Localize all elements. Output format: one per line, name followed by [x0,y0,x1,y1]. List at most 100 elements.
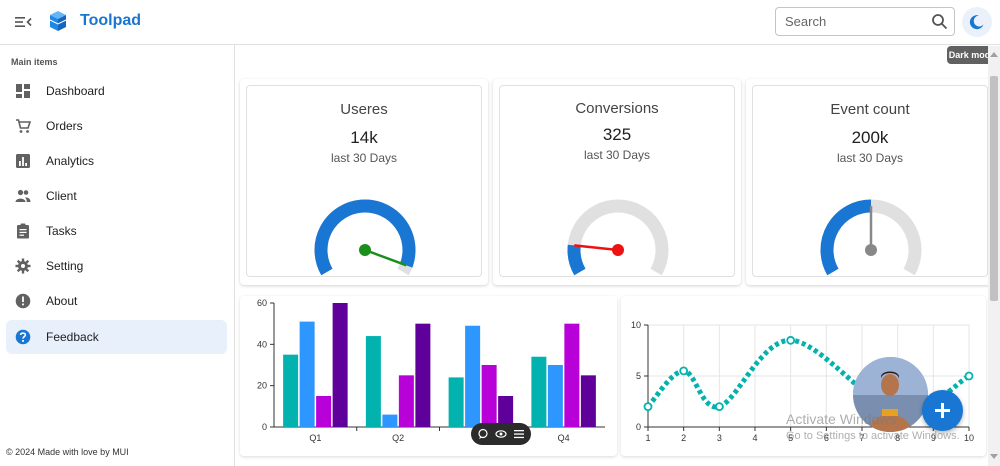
gauge-value-arc [314,199,416,276]
search-icon[interactable] [931,13,948,30]
comment-icon[interactable] [477,428,489,440]
x-tick-label: 6 [824,433,829,443]
people-icon [15,189,31,202]
x-tick-label: Q4 [558,433,570,443]
gauge-needle [574,244,619,252]
gauge-value-arc [567,244,586,276]
sidebar-item-about[interactable]: About [6,284,227,318]
dark-mode-tooltip: Dark mode [947,46,997,64]
bar [382,414,398,427]
sidebar-item-setting[interactable]: Setting [6,249,227,283]
card-title: Conversions [575,100,659,117]
sidebar-footer: © 2024 Made with love by MUI [6,447,129,457]
bar [316,396,332,427]
x-tick-label: Q1 [309,433,321,443]
brand-title[interactable]: Toolpad [80,12,142,29]
info-icon [15,293,31,309]
gauge-value-arc [820,199,872,276]
sidebar-item-label: About [46,294,78,308]
x-tick-label: 7 [859,433,864,443]
x-tick-label: 3 [717,433,722,443]
x-tick-label: Q2 [392,433,404,443]
data-point [786,335,796,345]
scroll-down-arrow[interactable] [990,454,998,459]
y-tick-label: 60 [257,298,267,308]
add-button[interactable] [922,390,963,431]
y-tick-label: 20 [257,381,267,391]
stat-card-wrapper: Event count 200k last 30 Days [746,79,994,285]
sidebar-item-feedback[interactable]: Feedback [6,320,227,354]
list-icon[interactable] [513,428,525,440]
card-title: Useres [340,101,388,118]
stat-card-wrapper: Conversions 325 last 30 Days [493,79,741,285]
sidebar-item-tasks[interactable]: Tasks [6,214,227,248]
page-scrollbar[interactable] [988,46,1000,466]
data-point [643,402,653,411]
gauge-needle-hub [359,244,371,256]
card-value: 14k [350,128,378,147]
card-subtitle: last 30 Days [583,148,651,162]
gauge-needle-hub [612,244,624,256]
visibility-icon[interactable] [495,428,507,440]
gauge-event-count [820,199,922,276]
sidebar-item-label: Dashboard [46,84,105,98]
x-tick-label: 9 [931,433,936,443]
y-tick-label: 40 [257,339,267,349]
menu-collapse-icon[interactable] [12,11,34,33]
bar [531,356,547,427]
stat-card-wrapper: Useres 14k last 30 Days [240,79,488,285]
x-tick-label: 2 [681,433,686,443]
gauge-conversions [567,199,669,276]
card-subtitle: last 30 Days [836,151,904,165]
bar [448,377,464,427]
x-tick-label: 8 [895,433,900,443]
sidebar-item-label: Tasks [46,224,77,238]
sidebar-item-client[interactable]: Client [6,179,227,213]
stat-card-users: Useres 14k last 30 Days [246,85,482,277]
stat-card-event-count: Event count 200k last 30 Days [752,85,988,277]
bar-chart-icon [16,154,30,168]
sidebar-item-label: Analytics [46,154,95,168]
bar [564,323,580,427]
app-header: Toolpad [0,0,1000,45]
bar [365,336,381,427]
card-title: Event count [830,101,910,118]
card-value: 325 [602,125,632,144]
bar [332,303,348,427]
scroll-thumb[interactable] [990,76,998,301]
bar-chart: 0204060Q1Q2Q3Q4 [257,298,605,443]
windows-activation-hint: Go to Settings to activate Windows. [786,430,960,442]
sidebar: Main items Dashboard Orders Analytics Cl… [0,45,235,466]
dark-mode-toggle[interactable] [962,7,992,37]
x-tick-label: 5 [788,433,793,443]
sidebar-item-orders[interactable]: Orders [6,109,227,143]
bar [547,365,563,427]
clipboard-icon [17,223,29,239]
bar [481,365,497,427]
floating-toolbar[interactable] [471,423,531,445]
gauge-needle-hub [865,244,877,256]
bar [498,396,514,427]
sidebar-item-dashboard[interactable]: Dashboard [6,74,227,108]
bar-chart-card: 0204060Q1Q2Q3Q4 [240,296,617,456]
bar [465,325,481,427]
gear-icon [15,258,31,274]
data-point [679,366,689,376]
search-field[interactable] [775,7,955,36]
shopping-cart-icon [16,119,31,133]
gauge-track [567,199,669,276]
y-tick-label: 10 [631,320,641,330]
scroll-up-arrow[interactable] [990,52,998,57]
sidebar-section-label: Main items [11,57,58,67]
bar [283,354,299,427]
windows-activation-watermark: Activate Windows [786,411,897,427]
sidebar-item-analytics[interactable]: Analytics [6,144,227,178]
y-tick-label: 5 [636,371,641,381]
sidebar-item-label: Feedback [46,330,99,344]
data-point [714,402,724,411]
moon-icon [969,15,984,30]
y-tick-label: 0 [636,422,641,432]
card-subtitle: last 30 Days [330,151,398,165]
y-tick-label: 0 [262,422,267,432]
search-input[interactable] [785,14,925,29]
